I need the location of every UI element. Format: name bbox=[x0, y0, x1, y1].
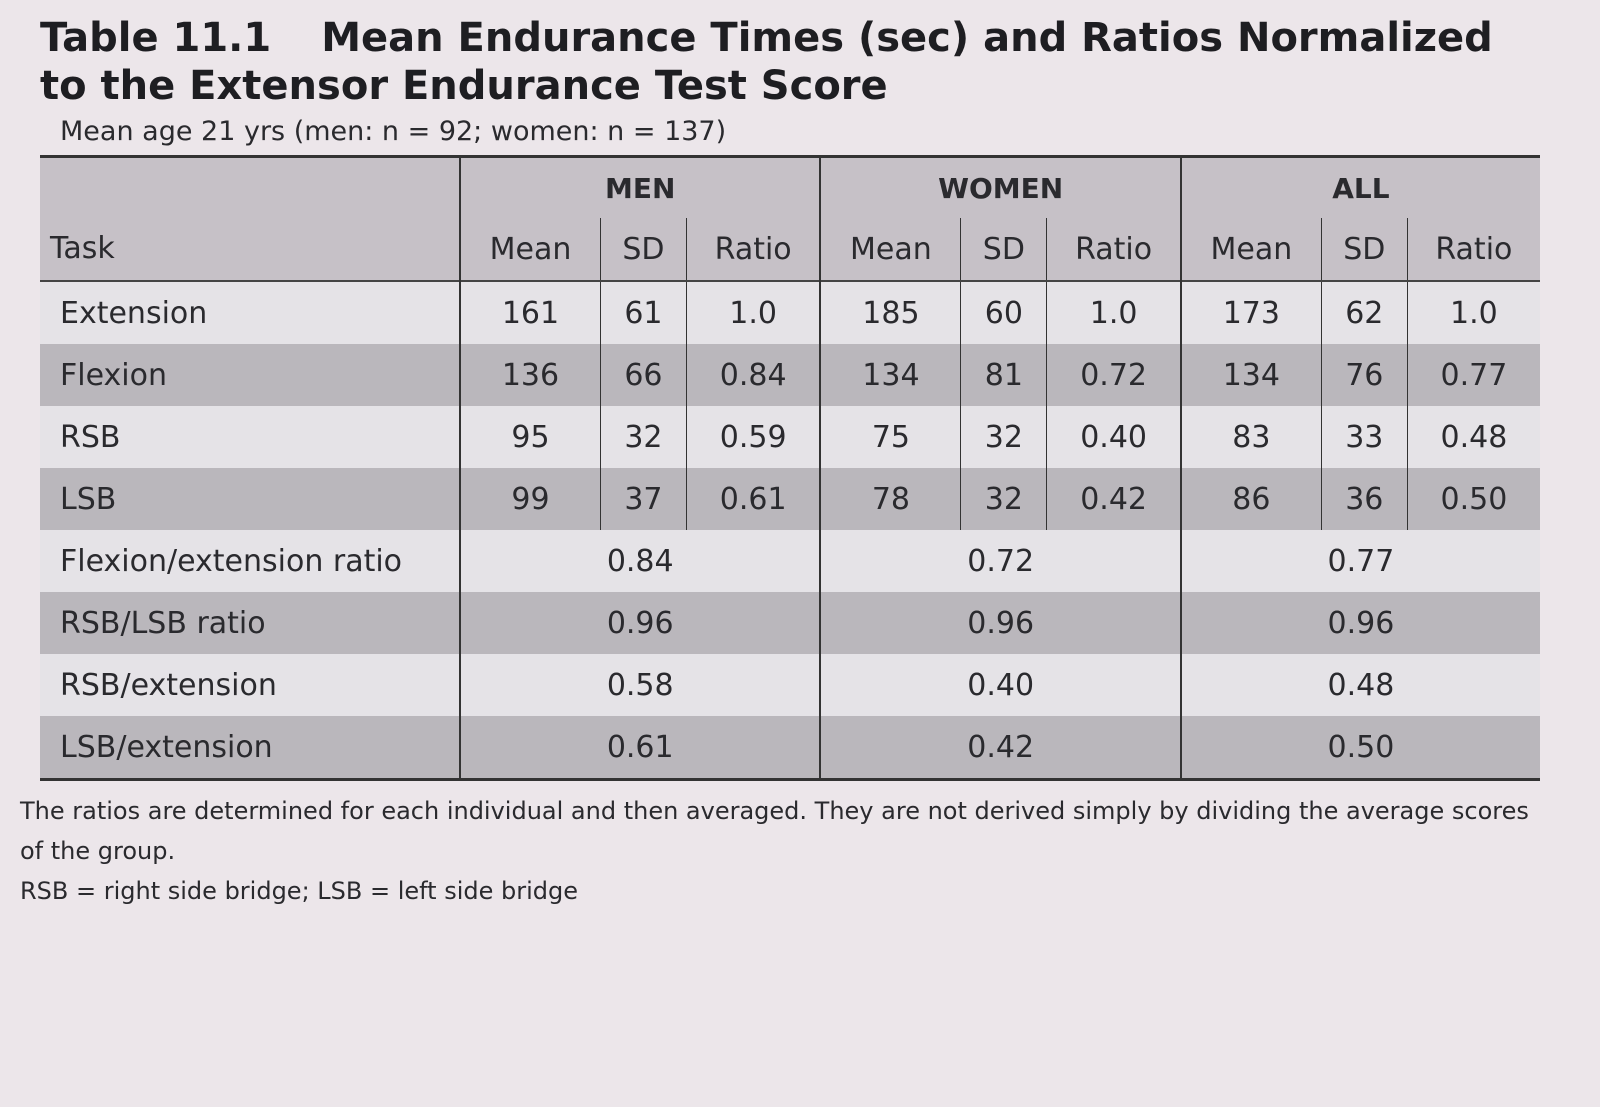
column-header: Ratio bbox=[685, 218, 821, 281]
value-cell: 66 bbox=[599, 344, 687, 406]
value-cell: 61 bbox=[599, 281, 687, 344]
ratio-cell: 0.84 bbox=[458, 530, 821, 592]
value-cell: 134 bbox=[1179, 344, 1322, 406]
value-cell: 99 bbox=[458, 468, 601, 530]
footnotes: The ratios are determined for each indiv… bbox=[20, 791, 1550, 911]
value-cell: 37 bbox=[599, 468, 687, 530]
group-header-row: Task MEN WOMEN ALL bbox=[40, 156, 1540, 266]
data-row: Flexion 136 66 0.84 134 81 0.72 134 76 0.77 bbox=[40, 344, 1540, 406]
value-cell: 0.42 bbox=[1046, 468, 1181, 530]
footnote: The ratios are determined for each indiv… bbox=[20, 797, 1529, 865]
task-cell: LSB bbox=[60, 481, 117, 517]
value-cell: 1.0 bbox=[685, 281, 821, 344]
title-block: Table 11.1 Mean Endurance Times (sec) and… bbox=[40, 14, 1540, 110]
value-cell: 95 bbox=[458, 406, 601, 468]
document: Table 11.1 Mean Endurance Times (sec) and… bbox=[20, 14, 1540, 911]
value-cell: 78 bbox=[819, 468, 961, 530]
task-cell: LSB/extension bbox=[60, 729, 273, 765]
group-header: ALL bbox=[1179, 156, 1540, 218]
column-header: Mean bbox=[458, 218, 601, 281]
table-label: Table 11.1 bbox=[40, 15, 272, 61]
ratio-cell: 0.61 bbox=[458, 716, 821, 780]
value-cell: 0.40 bbox=[1046, 406, 1181, 468]
value-cell: 1.0 bbox=[1406, 281, 1540, 344]
column-header: SD bbox=[599, 218, 687, 281]
table-title: Mean Endurance Times (sec) and Ratios No… bbox=[40, 15, 1493, 109]
task-cell: Flexion bbox=[60, 357, 167, 393]
value-cell: 32 bbox=[960, 406, 1047, 468]
value-cell: 0.72 bbox=[1046, 344, 1181, 406]
group-header: MEN bbox=[458, 156, 821, 218]
data-row: RSB 95 32 0.59 75 32 0.40 83 33 0.48 bbox=[40, 406, 1540, 468]
column-header: Mean bbox=[1179, 218, 1322, 281]
column-header: Ratio bbox=[1406, 218, 1540, 281]
value-cell: 0.59 bbox=[685, 406, 821, 468]
value-cell: 76 bbox=[1320, 344, 1408, 406]
ratio-cell: 0.72 bbox=[819, 530, 1181, 592]
value-cell: 0.77 bbox=[1406, 344, 1540, 406]
value-cell: 1.0 bbox=[1046, 281, 1181, 344]
ratio-cell: 0.50 bbox=[1179, 716, 1540, 780]
value-cell: 60 bbox=[960, 281, 1047, 344]
footnote: RSB = right side bridge; LSB = left side… bbox=[20, 877, 579, 905]
ratio-cell: 0.58 bbox=[458, 654, 821, 716]
task-cell: RSB/LSB ratio bbox=[60, 605, 266, 641]
ratio-cell: 0.77 bbox=[1179, 530, 1540, 592]
task-cell: Extension bbox=[60, 295, 208, 331]
data-row: LSB 99 37 0.61 78 32 0.42 86 36 0.50 bbox=[40, 468, 1540, 530]
column-header: SD bbox=[1320, 218, 1408, 281]
value-cell: 83 bbox=[1179, 406, 1322, 468]
task-cell: RSB/extension bbox=[60, 667, 277, 703]
subtitle: Mean age 21 yrs (men: n = 92; women: n =… bbox=[60, 116, 727, 147]
data-table: Task MEN WOMEN ALL Mean SD Ratio Mean SD Ratio Mea… bbox=[40, 155, 1540, 781]
value-cell: 0.50 bbox=[1406, 468, 1540, 530]
ratio-row: Flexion/extension ratio 0.84 0.72 0.77 bbox=[40, 530, 1540, 592]
value-cell: 173 bbox=[1179, 281, 1322, 344]
value-cell: 0.84 bbox=[685, 344, 821, 406]
ratio-cell: 0.96 bbox=[1179, 592, 1540, 654]
ratio-cell: 0.96 bbox=[819, 592, 1181, 654]
task-header: Task bbox=[50, 231, 115, 266]
table-body: Extension 161 61 1.0 185 60 1.0 173 62 1.0 Flexion… bbox=[40, 281, 1540, 780]
ratio-cell: 0.42 bbox=[819, 716, 1181, 780]
column-header: Ratio bbox=[1046, 218, 1181, 281]
data-row: Extension 161 61 1.0 185 60 1.0 173 62 1.0 bbox=[40, 281, 1540, 344]
value-cell: 32 bbox=[960, 468, 1047, 530]
value-cell: 81 bbox=[960, 344, 1047, 406]
value-cell: 134 bbox=[819, 344, 961, 406]
ratio-row: RSB/LSB ratio 0.96 0.96 0.96 bbox=[40, 592, 1540, 654]
value-cell: 136 bbox=[458, 344, 601, 406]
value-cell: 161 bbox=[458, 281, 601, 344]
table-head: Task MEN WOMEN ALL Mean SD Ratio Mean SD Ratio Mea… bbox=[40, 156, 1540, 281]
task-cell: RSB bbox=[60, 419, 121, 455]
task-cell: Flexion/extension ratio bbox=[60, 543, 403, 579]
value-cell: 185 bbox=[819, 281, 961, 344]
ratio-row: RSB/extension 0.58 0.40 0.48 bbox=[40, 654, 1540, 716]
value-cell: 0.61 bbox=[685, 468, 821, 530]
value-cell: 32 bbox=[599, 406, 687, 468]
group-header: WOMEN bbox=[819, 156, 1181, 218]
value-cell: 0.48 bbox=[1406, 406, 1540, 468]
column-header: SD bbox=[960, 218, 1047, 281]
value-cell: 62 bbox=[1320, 281, 1408, 344]
ratio-row: LSB/extension 0.61 0.42 0.50 bbox=[40, 716, 1540, 780]
column-header: Mean bbox=[819, 218, 961, 281]
value-cell: 86 bbox=[1179, 468, 1322, 530]
ratio-cell: 0.48 bbox=[1179, 654, 1540, 716]
ratio-cell: 0.96 bbox=[458, 592, 821, 654]
value-cell: 33 bbox=[1320, 406, 1408, 468]
ratio-cell: 0.40 bbox=[819, 654, 1181, 716]
value-cell: 75 bbox=[819, 406, 961, 468]
value-cell: 36 bbox=[1320, 468, 1408, 530]
